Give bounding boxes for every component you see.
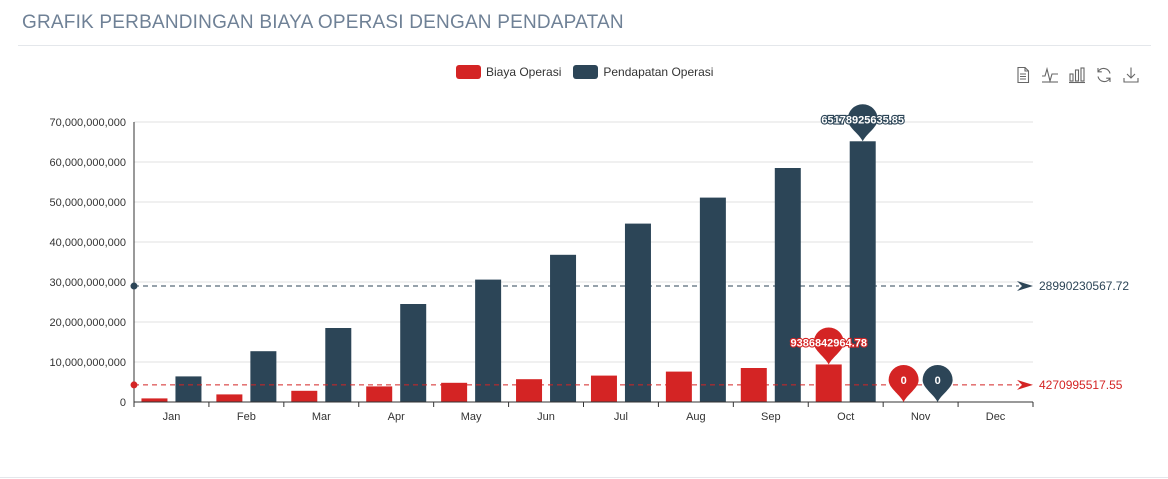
y-tick-label: 70,000,000,000 (50, 117, 126, 129)
average-line-label: 28990230567.72 (1039, 279, 1129, 293)
x-tick-label: Dec (986, 411, 1006, 423)
legend-item-biaya-operasi[interactable]: Biaya Operasi (456, 65, 561, 79)
min-marker-biaya-operasi[interactable]: 0 (888, 365, 919, 402)
y-tick-label: 50,000,000,000 (50, 197, 126, 209)
download-icon[interactable] (1122, 66, 1140, 84)
legend-swatch-pendapatan-operasi (573, 65, 599, 79)
data-view-icon[interactable] (1014, 66, 1032, 84)
axes: 0 10,000,000,000 20,000,000,000 30,000,000,… (50, 117, 1034, 423)
bar-biaya-operasi[interactable] (740, 368, 767, 402)
bar-biaya-operasi[interactable] (665, 371, 692, 402)
x-tick-label: Apr (388, 411, 405, 423)
grid (134, 121, 1033, 363)
x-tick-label: Jul (614, 411, 628, 423)
x-tick-label: Oct (837, 411, 854, 423)
bar-pendapatan-operasi[interactable] (250, 351, 277, 402)
average-lines: 4270995517.55 28990230567.72 (130, 279, 1129, 392)
bar-biaya-operasi[interactable] (441, 382, 468, 402)
y-tick-label: 10,000,000,000 (50, 357, 126, 369)
average-line-biaya-operasi: 4270995517.55 (130, 378, 1123, 392)
bar-biaya-operasi[interactable] (516, 379, 543, 402)
bar-pendapatan-operasi[interactable] (475, 279, 502, 402)
bar-biaya-operasi[interactable] (291, 390, 318, 402)
legend-label-pendapatan-operasi: Pendapatan Operasi (603, 65, 714, 79)
markers: 9386842964.78 65178925635.85 0 0 (789, 104, 953, 402)
bar-biaya-operasi[interactable] (366, 386, 393, 402)
legend-label-biaya-operasi: Biaya Operasi (486, 65, 562, 79)
x-tick-label: Mar (312, 411, 331, 423)
bar-pendapatan-operasi[interactable] (550, 254, 577, 402)
legend-item-pendapatan-operasi[interactable]: Pendapatan Operasi (573, 65, 713, 79)
bar-pendapatan-operasi[interactable] (849, 141, 876, 402)
bar-pendapatan-operasi[interactable] (699, 197, 726, 402)
title-divider (18, 45, 1151, 46)
chart-toolbox (1014, 66, 1149, 84)
x-tick-label: Jun (537, 411, 555, 423)
average-line-pendapatan-operasi: 28990230567.72 (130, 279, 1129, 293)
bar-pendapatan-operasi[interactable] (175, 376, 202, 402)
marker-label: 0 (901, 375, 907, 387)
y-tick-label: 30,000,000,000 (50, 277, 126, 289)
x-tick-label: Aug (686, 411, 706, 423)
y-tick-label: 60,000,000,000 (50, 157, 126, 169)
bar-biaya-operasi[interactable] (590, 375, 617, 402)
max-marker-biaya-operasi[interactable]: 9386842964.78 (789, 327, 868, 365)
chart-title: GRAFIK PERBANDINGAN BIAYA OPERASI DENGAN… (22, 12, 624, 33)
y-tick-label: 0 (120, 397, 126, 409)
x-tick-label: Jan (163, 411, 181, 423)
y-tick-label: 40,000,000,000 (50, 237, 126, 249)
bar-chart-icon[interactable] (1068, 66, 1086, 84)
marker-label: 65178925635.85 (821, 114, 904, 126)
legend-swatch-biaya-operasi (456, 65, 481, 79)
marker-label: 0 (935, 375, 941, 387)
x-tick-label: Nov (911, 411, 931, 423)
marker-label: 9386842964.78 (790, 337, 866, 349)
x-tick-label: May (461, 411, 482, 423)
max-marker-pendapatan-operasi[interactable]: 65178925635.85 (820, 104, 905, 142)
x-tick-label: Sep (761, 411, 781, 423)
bar-biaya-operasi[interactable] (216, 394, 243, 402)
legend: Biaya Operasi Pendapatan Operasi (456, 65, 725, 79)
bar-pendapatan-operasi[interactable] (624, 223, 651, 402)
y-tick-label: 20,000,000,000 (50, 317, 126, 329)
line-chart-icon[interactable] (1041, 66, 1059, 84)
x-tick-label: Feb (237, 411, 256, 423)
bar-biaya-operasi[interactable] (141, 398, 168, 402)
bar-biaya-operasi[interactable] (815, 364, 842, 402)
bar-pendapatan-operasi[interactable] (774, 168, 801, 402)
bottom-divider (0, 477, 1168, 478)
bar-pendapatan-operasi[interactable] (325, 328, 352, 402)
average-line-label: 4270995517.55 (1039, 378, 1123, 392)
bar-pendapatan-operasi[interactable] (400, 304, 427, 402)
restore-icon[interactable] (1095, 66, 1113, 84)
min-marker-pendapatan-operasi[interactable]: 0 (922, 365, 953, 402)
bars (141, 141, 876, 402)
